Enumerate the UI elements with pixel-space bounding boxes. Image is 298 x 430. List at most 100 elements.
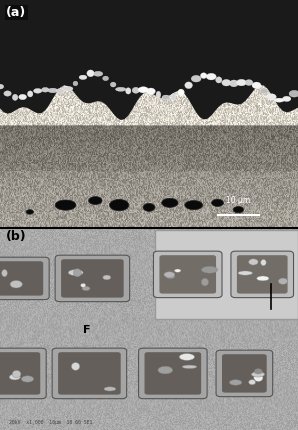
Ellipse shape xyxy=(4,91,11,96)
FancyBboxPatch shape xyxy=(55,255,130,302)
Ellipse shape xyxy=(179,353,195,360)
Text: (b): (b) xyxy=(6,230,27,243)
Ellipse shape xyxy=(178,89,184,96)
FancyBboxPatch shape xyxy=(159,255,216,294)
Ellipse shape xyxy=(185,200,203,210)
Ellipse shape xyxy=(158,366,173,374)
Ellipse shape xyxy=(185,82,193,89)
Ellipse shape xyxy=(73,269,81,277)
Ellipse shape xyxy=(245,80,253,86)
FancyBboxPatch shape xyxy=(0,261,43,295)
FancyBboxPatch shape xyxy=(216,350,273,396)
Ellipse shape xyxy=(171,94,176,100)
Ellipse shape xyxy=(79,75,87,80)
Ellipse shape xyxy=(73,81,78,86)
Ellipse shape xyxy=(201,73,207,78)
Ellipse shape xyxy=(261,259,266,266)
Ellipse shape xyxy=(182,365,197,369)
Ellipse shape xyxy=(254,369,262,374)
Ellipse shape xyxy=(21,376,34,382)
Ellipse shape xyxy=(104,387,116,391)
Ellipse shape xyxy=(249,380,256,385)
Ellipse shape xyxy=(201,278,209,286)
Ellipse shape xyxy=(68,270,83,276)
Ellipse shape xyxy=(216,77,222,83)
Ellipse shape xyxy=(33,89,42,93)
Ellipse shape xyxy=(26,210,34,214)
Ellipse shape xyxy=(238,271,252,275)
Ellipse shape xyxy=(87,70,94,77)
Ellipse shape xyxy=(72,362,80,370)
Ellipse shape xyxy=(162,198,178,207)
Ellipse shape xyxy=(201,267,218,273)
Ellipse shape xyxy=(48,88,58,93)
Ellipse shape xyxy=(229,380,242,385)
Ellipse shape xyxy=(82,286,90,291)
Ellipse shape xyxy=(283,96,291,101)
FancyBboxPatch shape xyxy=(222,354,267,393)
Ellipse shape xyxy=(12,370,21,378)
Ellipse shape xyxy=(166,274,175,279)
FancyBboxPatch shape xyxy=(0,352,40,395)
Polygon shape xyxy=(0,0,298,120)
FancyBboxPatch shape xyxy=(61,259,124,298)
Ellipse shape xyxy=(63,86,73,91)
FancyBboxPatch shape xyxy=(153,251,222,298)
Ellipse shape xyxy=(125,88,131,94)
Ellipse shape xyxy=(162,95,170,100)
FancyBboxPatch shape xyxy=(237,255,288,294)
Ellipse shape xyxy=(110,82,116,87)
Ellipse shape xyxy=(2,270,7,277)
Ellipse shape xyxy=(41,87,49,92)
Ellipse shape xyxy=(229,80,238,87)
Ellipse shape xyxy=(116,87,126,91)
Ellipse shape xyxy=(289,90,298,97)
Ellipse shape xyxy=(81,283,86,287)
FancyBboxPatch shape xyxy=(231,251,294,298)
Text: 10 μm: 10 μm xyxy=(226,196,251,205)
FancyBboxPatch shape xyxy=(139,348,207,399)
FancyBboxPatch shape xyxy=(58,352,121,395)
Ellipse shape xyxy=(237,79,246,86)
Ellipse shape xyxy=(191,75,201,82)
Ellipse shape xyxy=(274,98,284,102)
Ellipse shape xyxy=(9,374,20,380)
FancyBboxPatch shape xyxy=(52,348,127,399)
Ellipse shape xyxy=(233,206,244,213)
Text: F: F xyxy=(83,325,91,335)
Ellipse shape xyxy=(12,94,18,101)
FancyBboxPatch shape xyxy=(0,257,49,300)
Ellipse shape xyxy=(0,84,4,89)
Ellipse shape xyxy=(27,91,33,97)
FancyBboxPatch shape xyxy=(145,352,201,395)
Bar xyxy=(155,230,298,319)
Ellipse shape xyxy=(89,197,102,205)
Ellipse shape xyxy=(110,200,129,211)
Ellipse shape xyxy=(267,94,276,100)
FancyBboxPatch shape xyxy=(0,348,46,399)
Ellipse shape xyxy=(19,94,27,100)
Ellipse shape xyxy=(93,71,103,76)
Ellipse shape xyxy=(143,203,155,212)
Ellipse shape xyxy=(138,87,148,93)
Ellipse shape xyxy=(174,269,181,272)
Ellipse shape xyxy=(164,272,175,277)
Text: 20kV  x1,000  10μm  10 60 SE1: 20kV x1,000 10μm 10 60 SE1 xyxy=(9,420,92,425)
Ellipse shape xyxy=(103,76,108,81)
Ellipse shape xyxy=(103,275,111,280)
Ellipse shape xyxy=(55,200,76,210)
Ellipse shape xyxy=(212,199,224,206)
Ellipse shape xyxy=(222,80,231,86)
Ellipse shape xyxy=(252,82,261,89)
Ellipse shape xyxy=(146,88,155,95)
Ellipse shape xyxy=(260,88,268,94)
Ellipse shape xyxy=(278,278,288,284)
Ellipse shape xyxy=(10,280,22,288)
Text: (a): (a) xyxy=(6,6,26,19)
Ellipse shape xyxy=(257,276,269,281)
Ellipse shape xyxy=(252,372,265,377)
Ellipse shape xyxy=(57,89,64,93)
Ellipse shape xyxy=(156,91,161,98)
Ellipse shape xyxy=(206,74,216,80)
Ellipse shape xyxy=(132,87,139,93)
